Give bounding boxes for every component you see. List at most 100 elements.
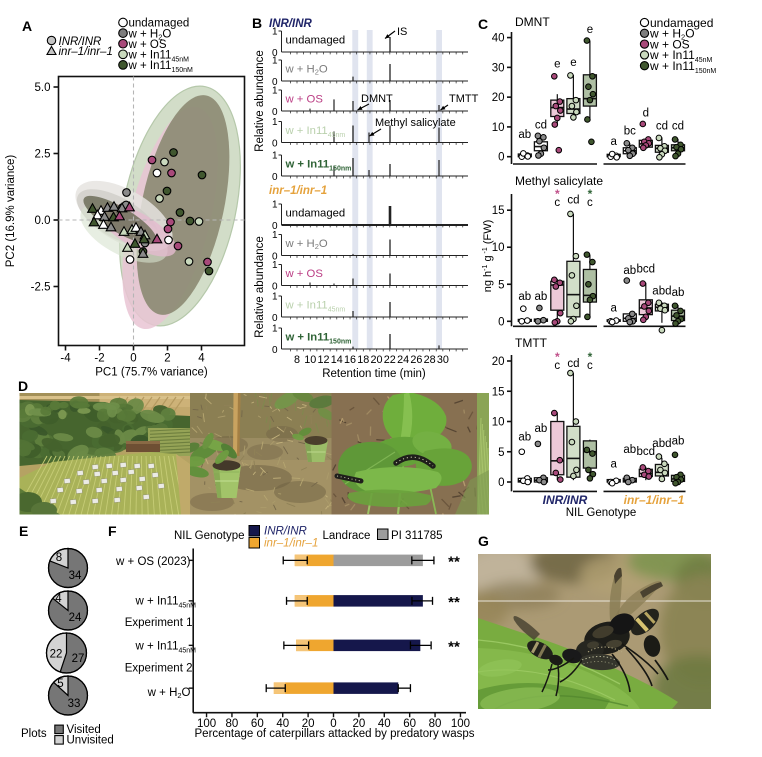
svg-text:INR/INR: INR/INR — [264, 526, 307, 538]
svg-text:1: 1 — [272, 292, 278, 303]
svg-text:10: 10 — [492, 122, 505, 134]
svg-text:0: 0 — [498, 316, 504, 328]
svg-text:bcd: bcd — [637, 263, 656, 275]
svg-text:8: 8 — [56, 552, 62, 564]
svg-text:80: 80 — [429, 718, 442, 730]
svg-text:w + H2O: w + H2O — [128, 28, 172, 41]
svg-text:w + H2O: w + H2O — [147, 687, 191, 700]
svg-text:20: 20 — [302, 718, 315, 730]
svg-text:8: 8 — [294, 354, 300, 366]
svg-text:w + OS: w + OS — [285, 94, 324, 106]
svg-text:cd: cd — [535, 119, 547, 131]
svg-text:15: 15 — [492, 205, 505, 217]
svg-text:12: 12 — [318, 354, 330, 366]
svg-text:undamaged: undamaged — [650, 16, 713, 30]
svg-text:e: e — [587, 24, 593, 36]
svg-text:20: 20 — [352, 718, 365, 730]
svg-text:2: 2 — [164, 353, 170, 365]
svg-text:e: e — [554, 58, 560, 70]
svg-text:ng h-1 g -1 (FW): ng h-1 g -1 (FW) — [482, 220, 494, 293]
svg-text:w + OS: w + OS — [285, 268, 324, 280]
svg-text:100: 100 — [197, 718, 216, 730]
svg-text:INR/INR: INR/INR — [269, 18, 313, 30]
svg-text:ab: ab — [623, 265, 636, 277]
svg-text:w + H2O: w + H2O — [285, 64, 328, 77]
svg-text:10: 10 — [304, 354, 316, 366]
svg-text:ab: ab — [672, 435, 685, 447]
svg-text:Visited: Visited — [67, 724, 101, 736]
svg-text:**: ** — [448, 553, 460, 570]
svg-text:26: 26 — [410, 354, 422, 366]
svg-text:PI 311785: PI 311785 — [391, 530, 443, 542]
svg-text:Experiment 1: Experiment 1 — [125, 617, 193, 629]
svg-text:-2.5: -2.5 — [31, 282, 51, 294]
svg-text:0: 0 — [272, 172, 278, 183]
svg-text:18: 18 — [357, 354, 369, 366]
svg-text:e: e — [570, 57, 576, 69]
svg-text:5: 5 — [498, 447, 504, 459]
svg-text:inr–1/inr–1: inr–1/inr–1 — [59, 46, 113, 58]
svg-text:undamaged: undamaged — [286, 208, 346, 220]
svg-text:PC2 (16.9% variance): PC2 (16.9% variance) — [5, 155, 17, 268]
svg-text:**: ** — [448, 594, 460, 611]
svg-text:1: 1 — [272, 27, 278, 38]
svg-text:ab: ab — [518, 129, 531, 141]
svg-text:0.0: 0.0 — [35, 215, 51, 227]
svg-text:TMTT: TMTT — [515, 336, 548, 350]
svg-text:F: F — [108, 523, 117, 539]
svg-text:0: 0 — [272, 48, 278, 59]
svg-text:1: 1 — [272, 260, 278, 271]
svg-text:15: 15 — [492, 386, 505, 398]
svg-text:Experiment 2: Experiment 2 — [125, 663, 193, 675]
svg-text:D: D — [18, 378, 28, 394]
svg-text:22: 22 — [50, 649, 63, 661]
svg-text:60: 60 — [251, 718, 264, 730]
svg-text:Landrace: Landrace — [323, 530, 371, 542]
svg-text:a: a — [610, 136, 617, 148]
svg-text:**: ** — [448, 638, 460, 655]
svg-text:1: 1 — [272, 200, 278, 211]
svg-text:DMNT: DMNT — [515, 15, 550, 29]
svg-text:DMNT: DMNT — [361, 93, 393, 105]
svg-text:-4: -4 — [60, 353, 71, 365]
svg-text:-2: -2 — [94, 353, 104, 365]
svg-text:bcd: bcd — [637, 446, 656, 458]
svg-text:4: 4 — [198, 353, 205, 365]
svg-text:Unvisited: Unvisited — [67, 735, 114, 747]
svg-text:inr–1/inr–1: inr–1/inr–1 — [624, 493, 685, 507]
svg-text:0: 0 — [498, 152, 504, 164]
svg-text:1: 1 — [272, 56, 278, 67]
svg-text:inr–1/inr–1: inr–1/inr–1 — [264, 538, 318, 550]
svg-text:ab: ab — [672, 287, 685, 299]
svg-text:10: 10 — [492, 417, 505, 429]
svg-text:G: G — [478, 533, 489, 549]
svg-text:TMTT: TMTT — [449, 93, 479, 105]
svg-text:40: 40 — [378, 718, 391, 730]
svg-text:bc: bc — [624, 125, 636, 137]
svg-text:1: 1 — [272, 324, 278, 335]
svg-text:a: a — [610, 458, 617, 470]
svg-text:1: 1 — [272, 151, 278, 162]
svg-text:ab: ab — [518, 291, 531, 303]
svg-text:20: 20 — [492, 92, 505, 104]
svg-text:1: 1 — [272, 86, 278, 97]
svg-text:c: c — [587, 197, 593, 209]
svg-text:34: 34 — [69, 570, 82, 582]
svg-text:0: 0 — [272, 313, 278, 324]
svg-text:*: * — [555, 187, 560, 201]
svg-text:33: 33 — [68, 698, 81, 710]
svg-text:0: 0 — [330, 718, 336, 730]
svg-text:Relative abundance: Relative abundance — [254, 236, 266, 338]
svg-text:Relative abundance: Relative abundance — [254, 50, 266, 152]
svg-text:5: 5 — [498, 279, 504, 291]
svg-text:*: * — [588, 187, 593, 201]
svg-text:24: 24 — [397, 354, 409, 366]
svg-text:undamaged: undamaged — [129, 18, 190, 30]
svg-text:5.0: 5.0 — [35, 82, 51, 94]
svg-text:0: 0 — [272, 281, 278, 292]
svg-text:24: 24 — [69, 612, 82, 624]
svg-text:14: 14 — [331, 354, 343, 366]
svg-text:cd: cd — [567, 358, 579, 370]
svg-text:5: 5 — [57, 678, 63, 690]
svg-text:abd: abd — [652, 286, 671, 298]
